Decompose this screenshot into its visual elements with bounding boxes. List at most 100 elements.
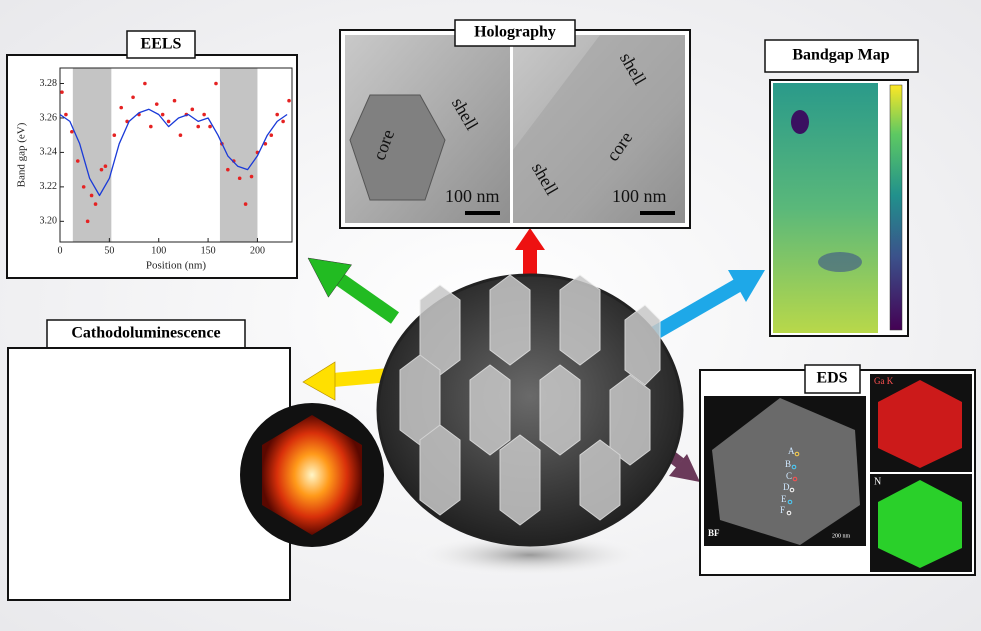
panel-title: Cathodoluminescence (71, 325, 220, 342)
x-tick-label: 150 (201, 245, 216, 256)
data-point (287, 98, 291, 103)
scale-label: 100 nm (612, 186, 667, 206)
panel-title: EDS (816, 370, 847, 387)
title-box (126, 30, 196, 59)
data-point (81, 185, 86, 189)
data-point (190, 107, 195, 112)
scale-label: 200 nm (832, 533, 851, 539)
arrowhead-blue (728, 270, 765, 302)
y-tick-label: 3.20 (40, 216, 58, 227)
map-label: Ga K (874, 376, 894, 386)
data-point (166, 119, 171, 124)
map-label: N (874, 476, 881, 487)
point-label: F (780, 505, 785, 515)
y-tick-label: 3.28 (40, 78, 58, 89)
title-box (454, 19, 576, 47)
point-label: D (783, 482, 790, 492)
data-point (85, 219, 90, 224)
shadow (410, 533, 650, 577)
data-point (275, 112, 279, 117)
data-point (93, 202, 98, 206)
data-point (202, 112, 206, 117)
bf-hexagon (712, 398, 860, 545)
data-point (60, 90, 64, 94)
arrowhead-yellow (302, 361, 336, 401)
y-tick-label: 3.22 (40, 181, 58, 192)
data-point (103, 164, 108, 168)
colorbar (889, 84, 903, 331)
panel-title: Bandgap Map (792, 47, 889, 64)
low-gap-spot (791, 110, 809, 134)
data-point (208, 124, 212, 129)
data-point (64, 112, 68, 117)
data-point (112, 133, 117, 137)
point-label: B (785, 459, 791, 469)
arrow-blue (651, 277, 744, 340)
title-box (764, 39, 919, 73)
scale-label: 100 nm (445, 186, 500, 206)
data-point (70, 129, 74, 134)
data-point (131, 95, 135, 100)
panel-title: Holography (474, 24, 556, 41)
data-point (249, 174, 254, 179)
data-point (196, 124, 201, 129)
data-point (75, 159, 80, 163)
data-point (269, 133, 274, 137)
arrows (302, 228, 765, 482)
arrow-yellow (332, 368, 391, 387)
x-tick-label: 50 (104, 245, 114, 256)
point-marker (791, 464, 797, 470)
data-point (281, 119, 285, 124)
image-label: BF (708, 528, 720, 538)
series-line (59, 108, 288, 197)
data-point (149, 124, 153, 129)
data-point (99, 167, 104, 172)
cl-image (262, 415, 362, 535)
nanowires (399, 274, 661, 526)
x-tick-label: 100 (151, 245, 166, 256)
data-point (119, 105, 124, 110)
arrow-green (330, 270, 400, 324)
arrowhead-red (515, 228, 545, 250)
data-point (154, 102, 159, 106)
arrowhead-green (307, 257, 353, 298)
bandgap-image (773, 83, 878, 333)
data-point (160, 112, 165, 117)
y-axis-label: Band gap (eV) (16, 122, 28, 187)
point-label: A (788, 446, 795, 456)
point-label: C (786, 471, 792, 481)
data-point (89, 193, 94, 198)
point-label: E (781, 494, 787, 504)
title-box (804, 364, 861, 394)
point-marker (789, 487, 795, 493)
point-marker (787, 499, 793, 505)
shaded-span (72, 68, 112, 242)
x-axis-label: Position (nm) (146, 260, 207, 272)
shell-band (513, 35, 685, 223)
data-point (243, 202, 248, 206)
y-tick-label: 3.24 (40, 147, 58, 158)
data-point (263, 142, 268, 146)
data-point (143, 81, 147, 86)
point-marker (792, 476, 798, 482)
hexagon (349, 94, 446, 201)
x-tick-label: 0 (58, 245, 63, 256)
data-point (172, 98, 177, 103)
data-point (178, 133, 183, 137)
point-marker (794, 451, 800, 457)
data-point (226, 167, 230, 172)
panel-title: EELS (141, 36, 182, 53)
n-hexagon (878, 480, 962, 568)
y-tick-label: 3.26 (40, 112, 58, 123)
x-tick-label: 200 (250, 245, 265, 256)
data-point (214, 81, 218, 86)
eels-plot: 0 50 100 150 200 3.20 3.22 3.24 3.26 3.28 Position… (16, 67, 293, 272)
arrowhead-purple (669, 454, 700, 482)
plot-frame (59, 67, 293, 243)
point-marker (786, 510, 792, 516)
shaded-span (219, 68, 258, 242)
ga-hexagon (878, 380, 962, 468)
